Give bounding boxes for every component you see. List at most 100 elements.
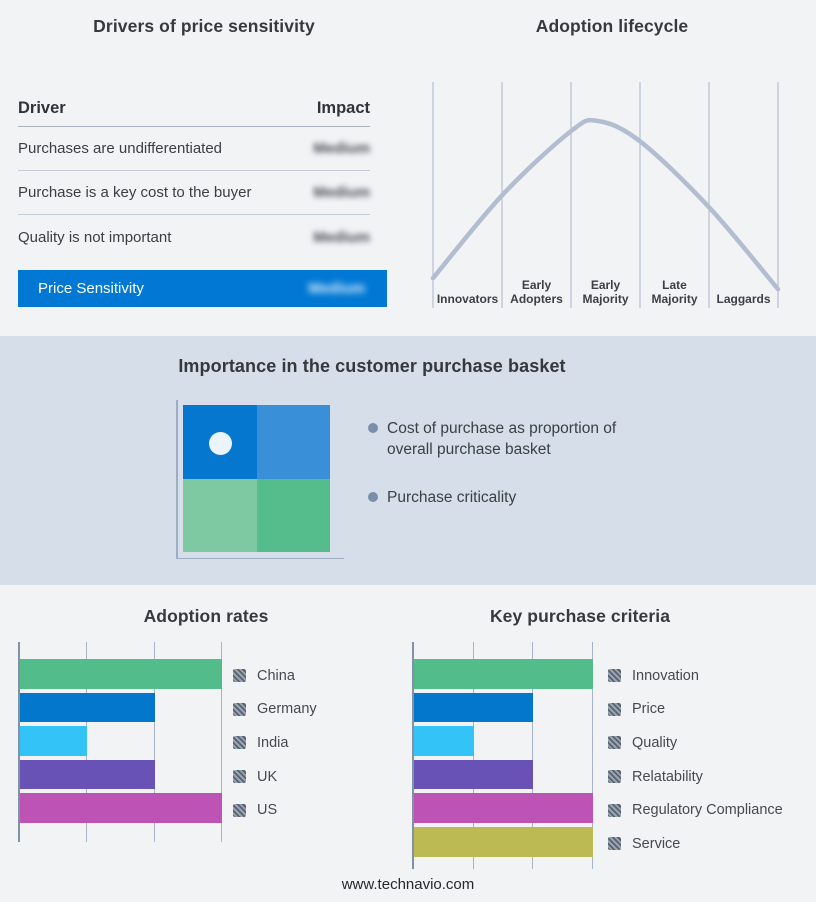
legend-label: Regulatory Compliance: [632, 802, 783, 819]
driver-name: Purchase is a key cost to the buyer: [18, 184, 252, 201]
quadrant-cell-bottom-right: [256, 478, 330, 552]
legend-label: Germany: [257, 701, 317, 718]
driver-name: Quality is not important: [18, 228, 172, 246]
legend-swatch-icon: [608, 669, 621, 683]
gridline: [153, 642, 155, 842]
impact-value: Medium: [313, 184, 370, 201]
quadrant-cell-top-right: [256, 405, 330, 479]
key-purchase-criteria-chart: Key purchase criteria Innovation Price Qua…: [412, 585, 816, 902]
bullet-icon: [368, 492, 378, 502]
legend-label: Relatability: [632, 768, 703, 785]
legend-item-service: Service: [608, 827, 783, 861]
legend-label: Price: [632, 701, 666, 718]
legend-label: China: [257, 667, 295, 684]
bar-germany: [20, 692, 155, 723]
purchase-basket-bullets: Cost of purchase as proportion of overal…: [368, 418, 634, 535]
adoption-rates-plot: [18, 642, 222, 842]
legend-swatch-icon: [608, 803, 621, 817]
legend-label: India: [257, 734, 289, 751]
quadrant-grid: [183, 405, 330, 552]
legend-swatch-icon: [608, 837, 621, 851]
legend-item-innovation: Innovation: [608, 659, 783, 693]
legend-swatch-icon: [233, 770, 246, 784]
legend-label: Service: [632, 835, 681, 852]
legend-item-us: US: [233, 793, 317, 827]
impact-value: Medium: [313, 140, 370, 157]
legend-item-india: India: [233, 726, 317, 760]
basket-bullet: Purchase criticality: [368, 487, 634, 508]
bullet-icon: [368, 423, 378, 433]
quadrant-y-axis: [176, 400, 178, 559]
bar-uk: [20, 759, 155, 790]
adoption-rates-chart: Adoption rates China Germany India UK US: [0, 585, 412, 902]
drivers-table-header: Driver Impact: [18, 95, 370, 127]
legend-swatch-icon: [233, 669, 246, 683]
adoption-bell-curve: [430, 117, 781, 292]
quadrant-x-axis: [176, 557, 344, 559]
legend-swatch-icon: [608, 770, 621, 784]
legend-label: US: [257, 802, 278, 819]
price-sensitivity-summary-bar: Price Sensitivity Medium: [18, 270, 387, 307]
quadrant-cell-bottom-left: [183, 478, 257, 552]
drivers-panel-title: Drivers of price sensitivity: [93, 16, 315, 36]
adoption-rates-title: Adoption rates: [143, 606, 269, 626]
key-purchase-criteria-legend: Innovation Price Quality Relatability Regula…: [608, 659, 783, 861]
lifecycle-title: Adoption lifecycle: [535, 16, 689, 36]
key-purchase-criteria-plot: [412, 642, 593, 869]
bar-service: [414, 827, 593, 857]
footer-url: www.technavio.com: [341, 876, 475, 893]
driver-name: Purchases are undifferentiated: [18, 140, 223, 157]
basket-bullet: Cost of purchase as proportion of overal…: [368, 418, 634, 460]
bar-india: [20, 726, 88, 756]
key-purchase-criteria-title: Key purchase criteria: [489, 606, 671, 626]
quadrant-cell-top-left: [183, 405, 257, 479]
purchase-basket-title: Importance in the customer purchase bask…: [178, 356, 566, 376]
purchase-basket-band: Importance in the customer purchase bask…: [0, 336, 816, 585]
legend-item-germany: Germany: [233, 693, 317, 727]
lifecycle-panel: Adoption lifecycle Innovators Early Adopt…: [408, 0, 816, 336]
legend-swatch-icon: [608, 736, 621, 750]
legend-item-regulatory-compliance: Regulatory Compliance: [608, 793, 783, 827]
legend-swatch-icon: [233, 702, 246, 716]
driver-column-header: Driver: [18, 99, 66, 117]
drivers-table: Driver Impact Purchases are undifferenti…: [18, 95, 370, 259]
driver-row: Purchases are undifferentiated Medium: [18, 127, 370, 171]
gridline: [592, 642, 593, 869]
price-sensitivity-impact-value: Medium: [308, 280, 365, 297]
legend-label: UK: [257, 768, 278, 785]
legend-item-quality: Quality: [608, 726, 783, 760]
bar-relatability: [414, 759, 534, 790]
legend-label: Quality: [632, 734, 678, 751]
legend-swatch-icon: [233, 803, 246, 817]
purchase-basket-quadrant: [176, 400, 344, 559]
impact-value: Medium: [313, 228, 370, 246]
lifecycle-stage-label-innovators: Innovators: [436, 291, 499, 306]
lifecycle-stage-label-early-adopters: Early Adopters: [510, 278, 563, 306]
legend-swatch-icon: [233, 736, 246, 750]
bar-quality: [414, 726, 474, 756]
lifecycle-curve-chart: [430, 82, 781, 308]
price-sensitivity-label: Price Sensitivity: [38, 280, 144, 297]
gridline: [221, 642, 222, 842]
legend-item-uk: UK: [233, 760, 317, 794]
legend-item-china: China: [233, 659, 317, 693]
bullet-text: Cost of purchase as proportion of overal…: [387, 420, 617, 458]
adoption-rates-legend: China Germany India UK US: [233, 659, 317, 827]
lifecycle-stage-label-early-majority: Early Majority: [582, 278, 629, 306]
bar-innovation: [414, 659, 593, 689]
legend-item-price: Price: [608, 693, 783, 727]
legend-swatch-icon: [608, 702, 621, 716]
bar-regulatory-compliance: [414, 793, 593, 823]
bar-us: [20, 793, 222, 823]
lifecycle-stage-label-late-majority: Late Majority: [651, 278, 698, 306]
lifecycle-stage-label-laggards: Laggards: [716, 291, 771, 306]
legend-label: Innovation: [632, 667, 699, 684]
bullet-text: Purchase criticality: [387, 489, 517, 506]
bar-china: [20, 659, 222, 689]
legend-item-relatability: Relatability: [608, 760, 783, 794]
position-marker-dot-icon: [209, 432, 232, 455]
gridline: [532, 642, 534, 869]
driver-row: Purchase is a key cost to the buyer Mediu…: [18, 171, 370, 215]
lifecycle-stage-labels: Innovators Early Adopters Early Majority La…: [433, 268, 778, 306]
